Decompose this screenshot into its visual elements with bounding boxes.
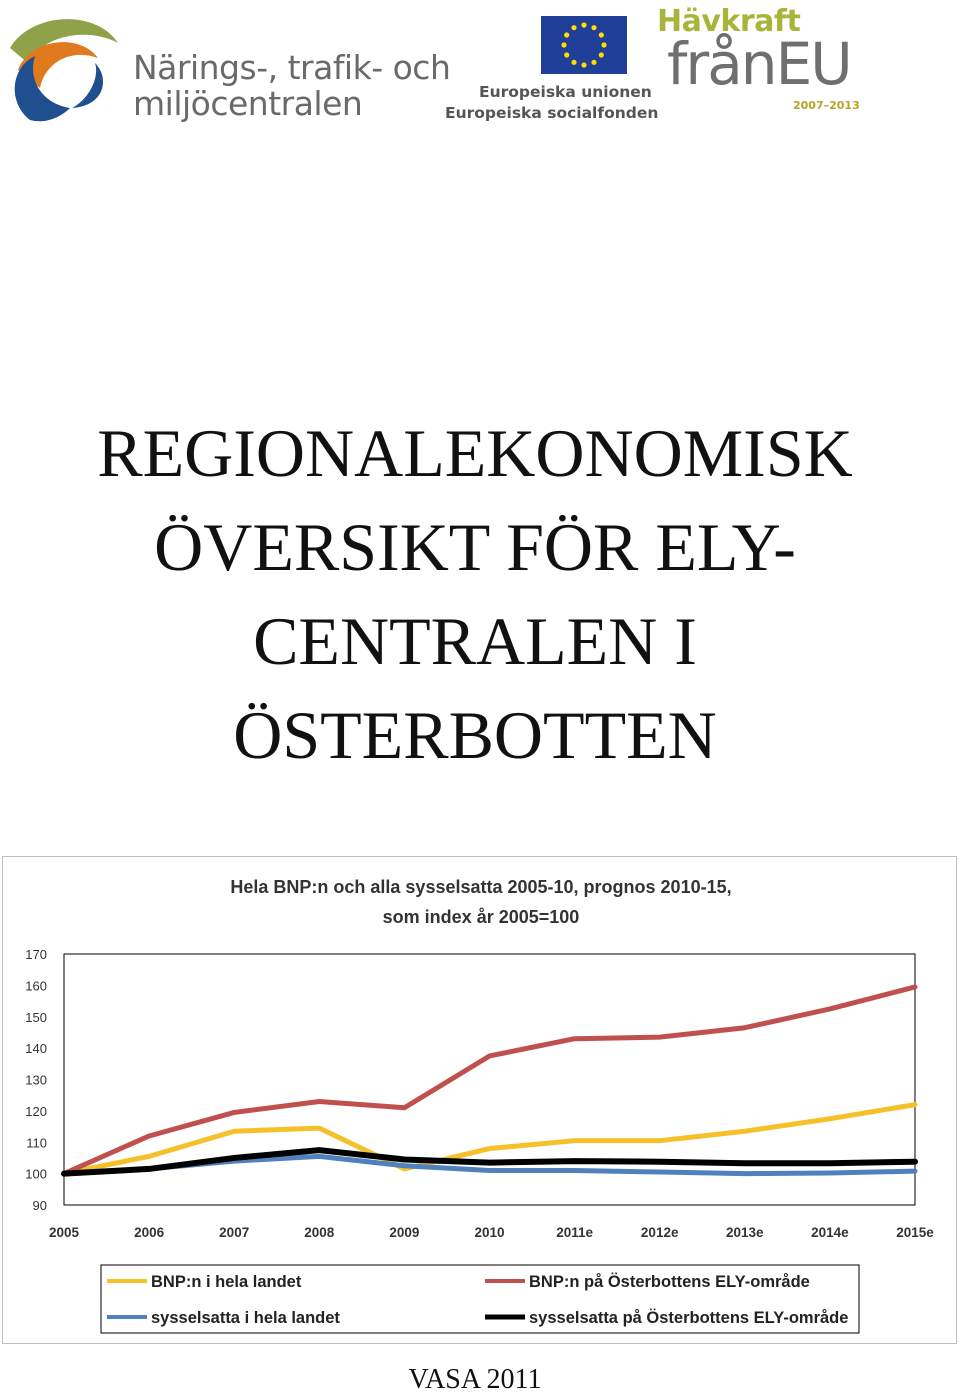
eu-flag-icon bbox=[541, 16, 627, 74]
title-line-3: CENTRALEN I bbox=[253, 603, 697, 679]
eu-star-icon bbox=[564, 32, 570, 38]
eu-star-icon bbox=[571, 59, 577, 65]
series-line bbox=[61, 1102, 918, 1177]
havkraft-label: Hävkraft bbox=[657, 4, 801, 39]
havkraft-logo: Hävkraft frånEU 2007–2013 bbox=[655, 4, 890, 119]
chart-title-line-2: som index år 2005=100 bbox=[383, 907, 580, 927]
eu-logo: Europeiska unionen Europeiska socialfond… bbox=[445, 12, 658, 127]
x-tick-label: 2013e bbox=[726, 1225, 764, 1240]
document-title: REGIONALEKONOMISK ÖVERSIKT FÖR ELY- CENT… bbox=[40, 406, 910, 782]
y-tick-label: 160 bbox=[25, 978, 47, 993]
y-tick-label: 100 bbox=[25, 1167, 47, 1182]
ntm-logo: Närings-, trafik- och miljöcentralen bbox=[0, 8, 451, 126]
series-line bbox=[61, 1147, 918, 1177]
eu-fund-label: Europeiska socialfonden bbox=[445, 104, 659, 122]
y-tick-label: 140 bbox=[25, 1041, 47, 1056]
fran-eu-label: frånEU bbox=[667, 30, 853, 98]
ntm-name-line2: miljöcentralen bbox=[133, 84, 363, 123]
x-tick-label: 2005 bbox=[49, 1225, 80, 1240]
eu-star-icon bbox=[598, 52, 604, 58]
legend-label: sysselsatta i hela landet bbox=[151, 1309, 340, 1327]
y-tick-label: 90 bbox=[33, 1198, 47, 1213]
eu-star-icon bbox=[571, 25, 577, 31]
eu-star-icon bbox=[601, 42, 607, 48]
x-tick-label: 2014e bbox=[811, 1225, 849, 1240]
eu-star-icon bbox=[564, 52, 570, 58]
eu-star-icon bbox=[581, 62, 587, 68]
eu-union-label: Europeiska unionen bbox=[479, 83, 652, 101]
legend-label: BNP:n i hela landet bbox=[151, 1273, 302, 1291]
x-tick-label: 2015e bbox=[896, 1225, 934, 1240]
title-line-4: ÖSTERBOTTEN bbox=[233, 697, 717, 773]
place-year-footer: VASA 2011 bbox=[408, 1364, 542, 1395]
plot-area bbox=[63, 953, 916, 1206]
x-tick-label: 2009 bbox=[389, 1225, 419, 1240]
legend-label: BNP:n på Österbottens ELY-område bbox=[529, 1272, 810, 1291]
eu-star-icon bbox=[561, 42, 567, 48]
legend-label: sysselsatta på Österbottens ELY-område bbox=[529, 1308, 848, 1327]
line-chart: Hela BNP:n och alla sysselsatta 2005-10,… bbox=[2, 856, 957, 1344]
title-line-1: REGIONALEKONOMISK bbox=[97, 415, 853, 491]
series-line bbox=[61, 984, 918, 1177]
period-label: 2007–2013 bbox=[793, 99, 860, 112]
y-tick-label: 170 bbox=[25, 947, 47, 962]
x-tick-label: 2010 bbox=[474, 1225, 504, 1240]
y-tick-label: 130 bbox=[25, 1073, 47, 1088]
eu-star-icon bbox=[598, 32, 604, 38]
eu-star-icon bbox=[581, 22, 587, 28]
y-tick-label: 110 bbox=[26, 1135, 47, 1150]
chart-canvas: Hela BNP:n och alla sysselsatta 2005-10,… bbox=[25, 877, 934, 1334]
x-tick-label: 2008 bbox=[304, 1225, 335, 1240]
chart-title-line-1: Hela BNP:n och alla sysselsatta 2005-10,… bbox=[230, 877, 731, 897]
title-line-2: ÖVERSIKT FÖR ELY- bbox=[154, 509, 796, 585]
y-tick-label: 150 bbox=[25, 1010, 47, 1025]
ntm-name-line1: Närings-, trafik- och bbox=[133, 48, 451, 87]
x-tick-label: 2012e bbox=[641, 1225, 679, 1240]
x-tick-label: 2011e bbox=[556, 1225, 593, 1240]
ntm-emblem-icon bbox=[10, 19, 118, 122]
y-tick-label: 120 bbox=[25, 1104, 47, 1119]
x-tick-label: 2007 bbox=[219, 1225, 249, 1240]
eu-star-icon bbox=[591, 59, 597, 65]
eu-star-icon bbox=[591, 25, 597, 31]
legend-box bbox=[100, 1264, 860, 1334]
x-tick-label: 2006 bbox=[134, 1225, 165, 1240]
